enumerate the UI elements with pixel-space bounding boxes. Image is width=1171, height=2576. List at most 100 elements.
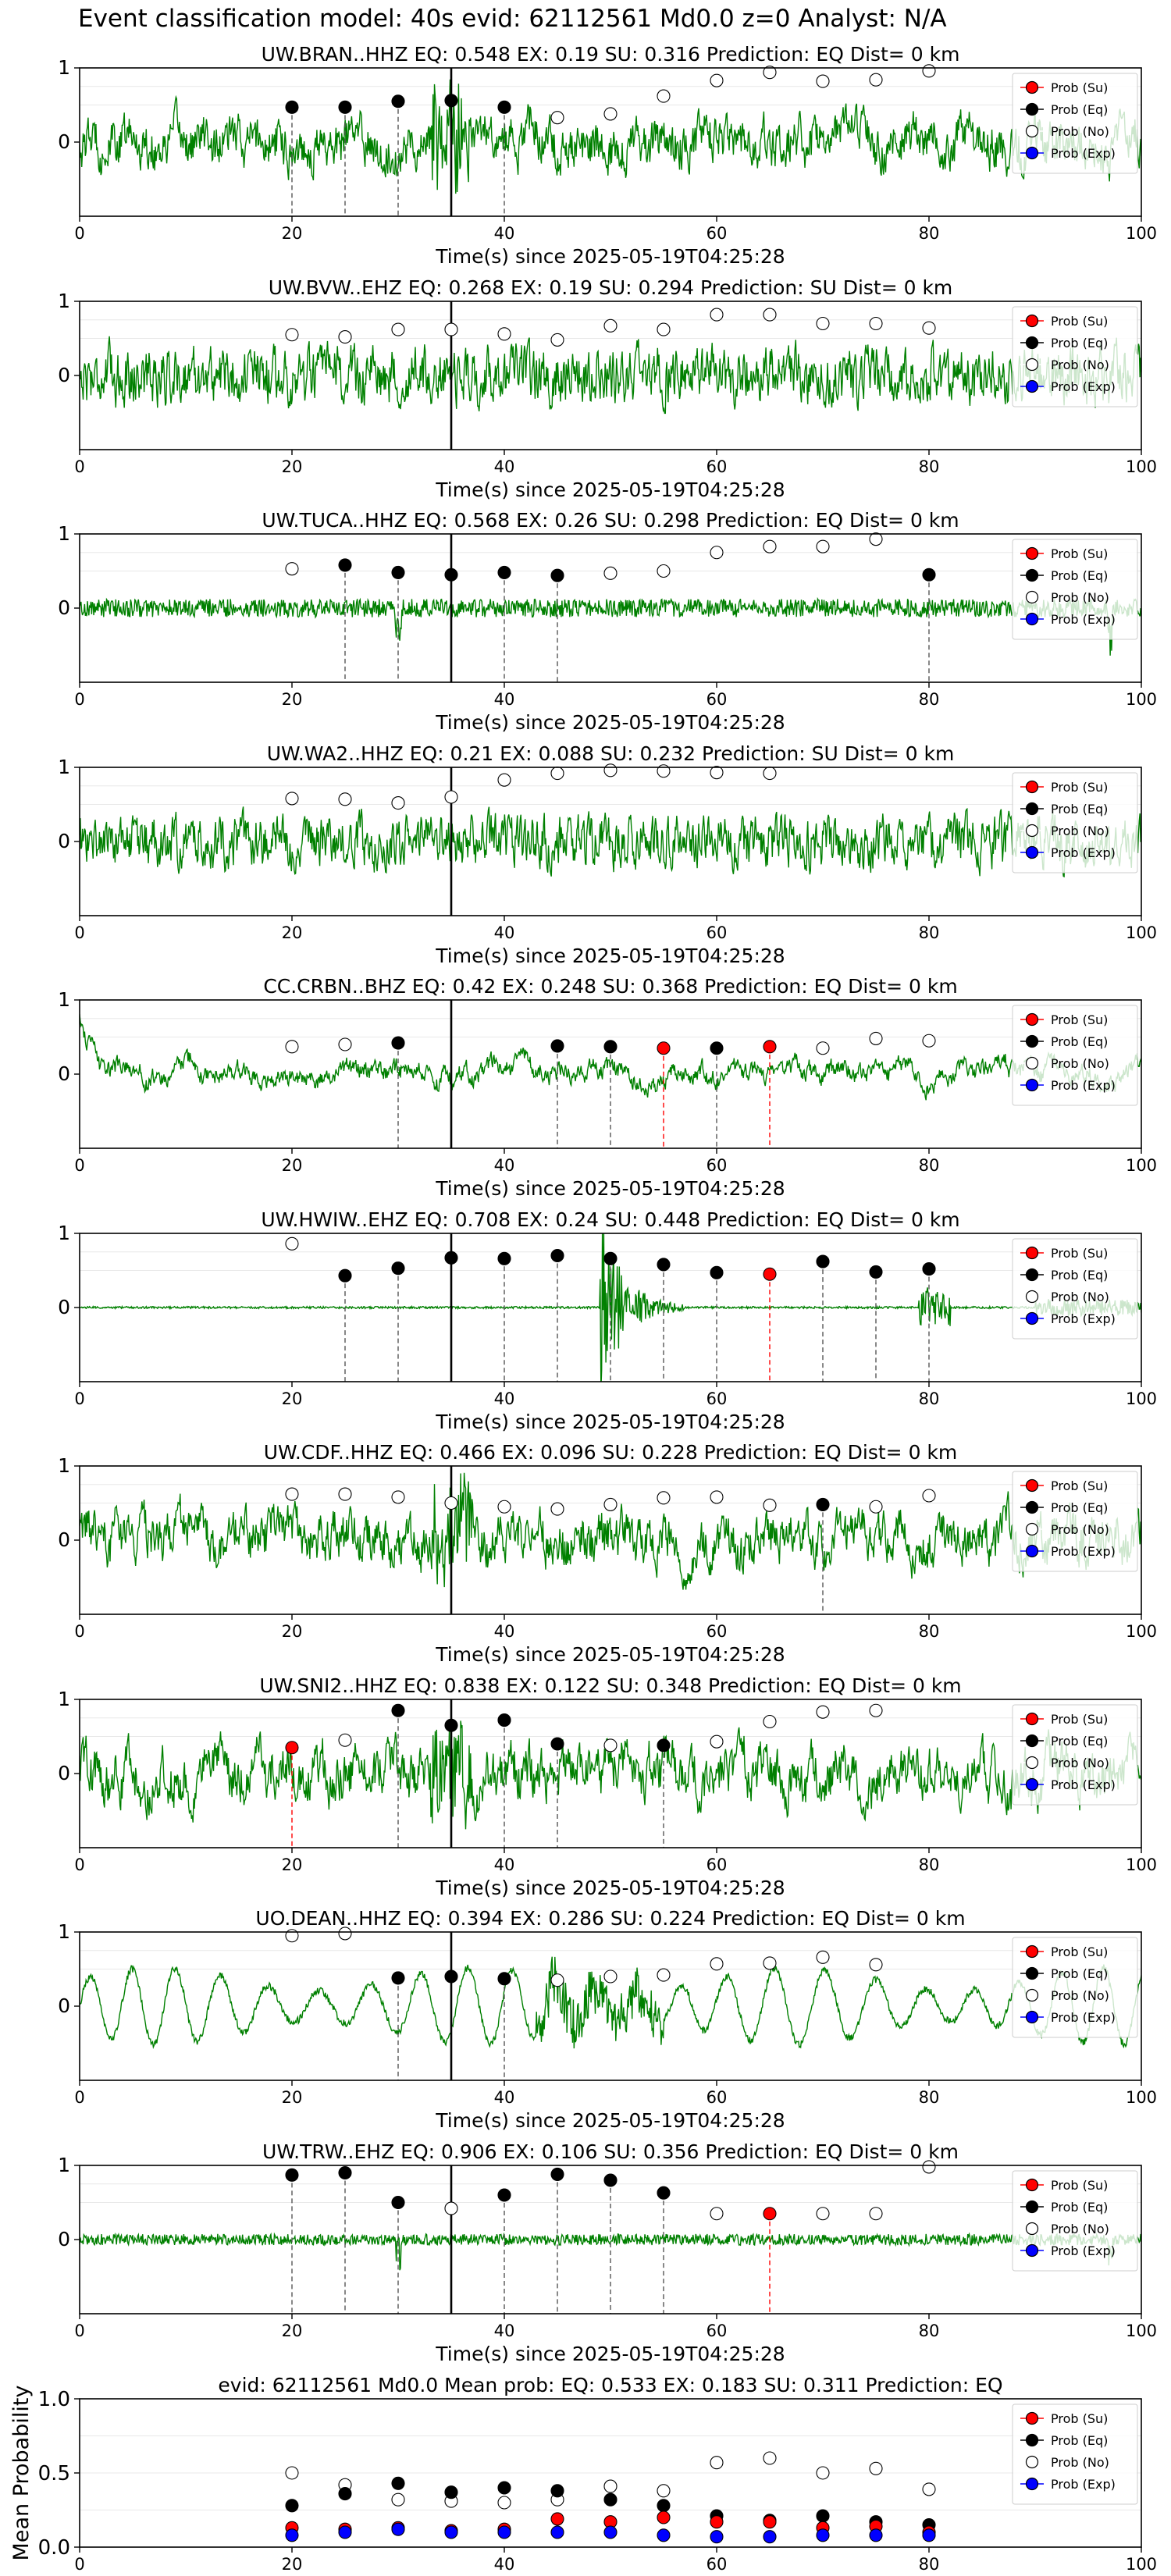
- legend-marker: [1025, 824, 1039, 838]
- prob-marker-no: [657, 764, 671, 778]
- mean-prob-marker: [497, 2525, 511, 2539]
- prob-marker-no: [285, 1929, 299, 1943]
- mean-prob-marker: [657, 2484, 671, 2498]
- axes-frame: [79, 1699, 1142, 1848]
- waveform-trace: [80, 596, 1141, 656]
- x-tick-label: 80: [919, 2322, 940, 2340]
- x-axis-label: Time(s) since 2025-05-19T04:25:28: [435, 479, 785, 501]
- prob-marker-su: [657, 1041, 671, 1055]
- prob-marker-eq: [816, 1254, 830, 1268]
- x-tick-label: 80: [919, 2088, 940, 2107]
- legend-item: Prob (Su): [1020, 2178, 1108, 2193]
- legend-marker: [1025, 780, 1039, 794]
- station-panel: UO.DEAN..HHZ EQ: 0.394 EX: 0.286 SU: 0.2…: [58, 1907, 1157, 2132]
- mean-prob-marker: [710, 2530, 724, 2544]
- legend-marker: [1025, 1290, 1039, 1304]
- mean-prob-marker: [710, 2456, 724, 2470]
- y-tick-label: 0.0: [38, 2536, 70, 2560]
- legend-label: Prob (Eq): [1051, 2433, 1108, 2448]
- prob-marker-no: [869, 1958, 883, 1972]
- prob-marker-no: [603, 566, 618, 580]
- legend-item: Prob (No): [1020, 590, 1109, 605]
- legend-item: Prob (Eq): [1020, 1966, 1108, 1981]
- legend-box: [1012, 1937, 1138, 2038]
- prob-marker-eq: [391, 1971, 405, 1985]
- x-tick-label: 20: [282, 2322, 303, 2340]
- station-panel: CC.CRBN..BHZ EQ: 0.42 EX: 0.248 SU: 0.36…: [58, 975, 1157, 1200]
- prob-marker-no: [603, 763, 618, 777]
- x-tick-label: 100: [1126, 2322, 1157, 2340]
- legend-item: Prob (Eq): [1020, 2200, 1108, 2215]
- legend-item: Prob (Exp): [1020, 1311, 1116, 1326]
- legend-label: Prob (Exp): [1051, 1777, 1116, 1792]
- prob-marker-eq: [550, 568, 564, 582]
- prob-marker-no: [763, 539, 777, 553]
- legend-marker: [1025, 2243, 1039, 2258]
- x-tick-label: 20: [282, 690, 303, 709]
- legend-item: Prob (Eq): [1020, 336, 1108, 350]
- legend-item: Prob (No): [1020, 1522, 1109, 1537]
- y-tick-label: 1: [58, 1688, 70, 1710]
- prob-marker-no: [391, 796, 405, 810]
- legend-marker: [1025, 1268, 1039, 1282]
- legend-item: Prob (Eq): [1020, 1734, 1108, 1749]
- prob-marker-no: [497, 773, 511, 787]
- legend-marker: [1025, 2477, 1039, 2491]
- legend-marker: [1025, 1478, 1039, 1493]
- legend-item: Prob (Su): [1020, 1944, 1108, 1959]
- legend-marker: [1025, 146, 1039, 160]
- x-tick-label: 0: [74, 2555, 84, 2574]
- axes-frame: [79, 533, 1142, 683]
- legend-label: Prob (Exp): [1051, 2243, 1116, 2258]
- legend-box: [1012, 1005, 1138, 1106]
- y-tick-label: 1: [58, 522, 70, 545]
- legend-marker: [1025, 1522, 1039, 1536]
- legend-item: Prob (Exp): [1020, 612, 1116, 627]
- y-tick-label: 1: [58, 2154, 70, 2176]
- legend-item: Prob (Su): [1020, 546, 1108, 561]
- legend-label: Prob (Su): [1051, 1478, 1108, 1493]
- waveform-trace: [80, 806, 1141, 878]
- x-tick-label: 40: [494, 2322, 515, 2340]
- legend-item: Prob (Exp): [1020, 146, 1116, 161]
- figure-suptitle: Event classification model: 40s evid: 62…: [78, 5, 947, 33]
- y-tick-label: 1: [58, 756, 70, 778]
- prob-marker-su: [285, 1741, 299, 1755]
- legend-box: [1012, 73, 1138, 174]
- legend-item: Prob (No): [1020, 1290, 1109, 1304]
- station-panel: UW.TUCA..HHZ EQ: 0.568 EX: 0.26 SU: 0.29…: [58, 509, 1157, 734]
- prob-marker-no: [391, 1490, 405, 1504]
- prob-marker-no: [603, 1969, 618, 1984]
- x-tick-label: 0: [74, 2088, 84, 2107]
- panel-title: UW.CDF..HHZ EQ: 0.466 EX: 0.096 SU: 0.22…: [264, 1441, 958, 1464]
- mean-prob-marker: [657, 2499, 671, 2513]
- legend-marker: [1025, 1544, 1039, 1558]
- legend-label: Prob (Su): [1051, 1246, 1108, 1261]
- x-axis-label: Time(s) since 2025-05-19T04:25:28: [435, 1643, 785, 1666]
- x-tick-label: 100: [1126, 1856, 1157, 1874]
- legend-marker: [1025, 2411, 1039, 2425]
- y-tick-label: 0: [58, 830, 70, 852]
- legend-label: Prob (Exp): [1051, 612, 1116, 627]
- prob-marker-eq: [391, 565, 405, 579]
- panel-title: UW.BRAN..HHZ EQ: 0.548 EX: 0.19 SU: 0.31…: [262, 43, 960, 66]
- prob-marker-no: [603, 318, 618, 333]
- legend-label: Prob (Eq): [1051, 1734, 1108, 1749]
- prob-marker-eq: [497, 1972, 511, 1986]
- y-tick-label: 0: [58, 1528, 70, 1551]
- x-tick-label: 40: [494, 224, 515, 243]
- legend-item: Prob (Su): [1020, 780, 1108, 795]
- mean-prob-marker: [763, 2451, 777, 2465]
- x-tick-label: 60: [707, 457, 728, 476]
- legend-label: Prob (No): [1051, 1056, 1109, 1071]
- prob-marker-eq: [497, 565, 511, 579]
- legend-label: Prob (Su): [1051, 314, 1108, 329]
- prob-marker-no: [285, 1040, 299, 1054]
- x-tick-label: 100: [1126, 224, 1157, 243]
- legend-item: Prob (Su): [1020, 2411, 1108, 2426]
- x-tick-label: 20: [282, 1156, 303, 1175]
- legend-marker: [1025, 1056, 1039, 1070]
- mean-prob-marker: [869, 2528, 883, 2542]
- legend-marker: [1025, 802, 1039, 816]
